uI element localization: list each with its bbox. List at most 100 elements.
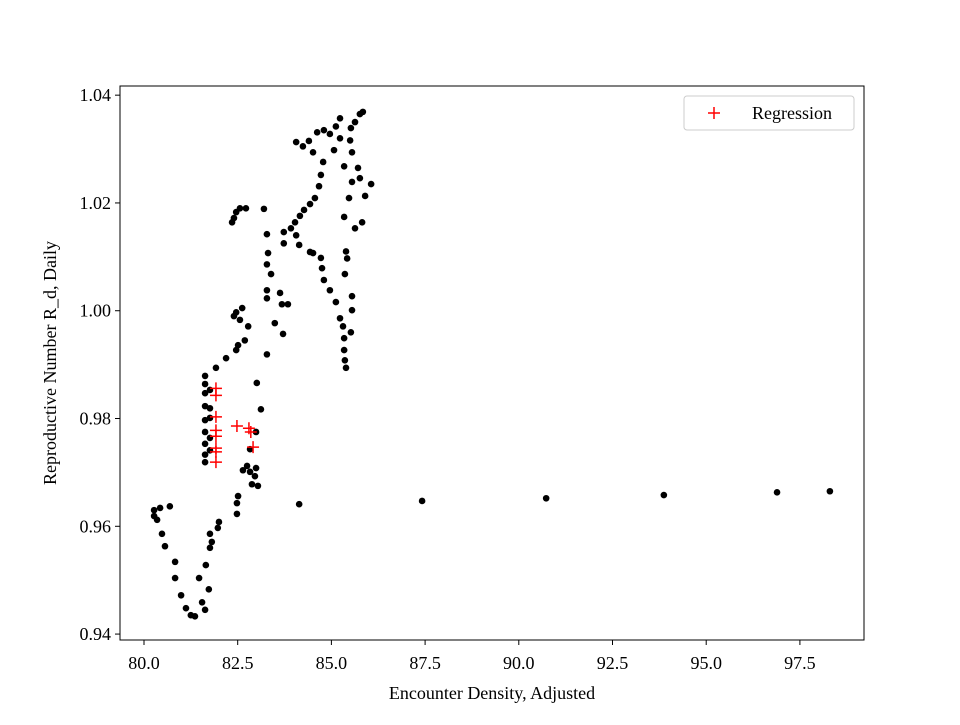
point [234,492,242,500]
point [326,286,334,294]
point [340,213,348,221]
point [202,561,210,569]
point [205,586,213,593]
point [358,219,366,226]
point [263,230,271,238]
point [542,494,550,502]
point [351,224,359,232]
point [356,174,364,182]
point [317,171,325,179]
point [318,264,326,272]
point [311,194,319,202]
point [264,249,272,257]
point [201,451,209,458]
point [339,323,347,330]
x-tick-label: 92.5 [597,653,629,673]
legend: Regression [683,95,855,131]
point [263,261,271,268]
point [348,148,356,156]
point [320,126,328,134]
point [336,314,344,322]
point [295,500,303,508]
point [300,206,308,214]
point [153,516,161,524]
point [209,430,222,443]
point [347,328,355,336]
point [236,316,244,324]
x-tick-label: 82.5 [222,653,254,673]
point [309,249,317,257]
point [209,445,222,458]
point [292,138,300,146]
point [320,276,328,284]
point [201,389,209,397]
point [319,158,327,166]
point [826,487,834,495]
point [347,124,355,132]
point [247,441,260,454]
point [260,205,268,213]
point [246,468,254,476]
point [239,466,247,474]
point [263,286,271,294]
x-tick-label: 90.0 [503,653,535,673]
point [340,162,348,170]
point [158,530,166,538]
point [191,612,199,620]
point [267,270,275,278]
y-tick-label: 1.00 [80,301,112,321]
point [251,472,259,480]
point [201,428,209,436]
point [280,240,288,247]
point [166,503,174,510]
point [348,178,356,186]
point [252,464,260,472]
point [299,143,307,150]
point [330,146,338,154]
y-tick-label: 1.02 [80,193,112,213]
point [201,372,209,380]
y-tick-label: 0.96 [80,516,112,536]
point [171,558,179,566]
point [263,351,271,358]
point [348,292,356,300]
point [351,118,359,126]
point [341,270,349,278]
point [230,420,243,433]
x-tick-label: 95.0 [690,653,722,673]
point [150,506,158,514]
point [295,241,303,249]
legend-marker [708,107,720,119]
y-axis-label: Reproductive Number R_d, Daily [40,241,60,485]
point [346,137,354,144]
point [276,289,284,297]
point [263,295,271,302]
point [156,504,164,512]
point [209,456,222,469]
point [660,491,668,499]
point [233,510,241,518]
point [306,200,314,208]
point [206,530,214,538]
point [208,538,216,546]
point [332,298,340,306]
point [254,482,262,490]
point [215,518,223,526]
point [280,228,288,236]
point [201,606,209,614]
point [292,231,300,239]
point [201,380,209,388]
point [241,337,249,344]
point [201,458,209,466]
point [291,219,299,226]
y-tick-label: 1.04 [80,85,112,105]
point [232,309,240,316]
point [214,524,222,532]
point [309,148,317,156]
point [212,364,220,372]
point [271,319,279,327]
x-tick-label: 97.5 [784,653,816,673]
legend-box [683,95,855,131]
plot-area [119,85,865,641]
